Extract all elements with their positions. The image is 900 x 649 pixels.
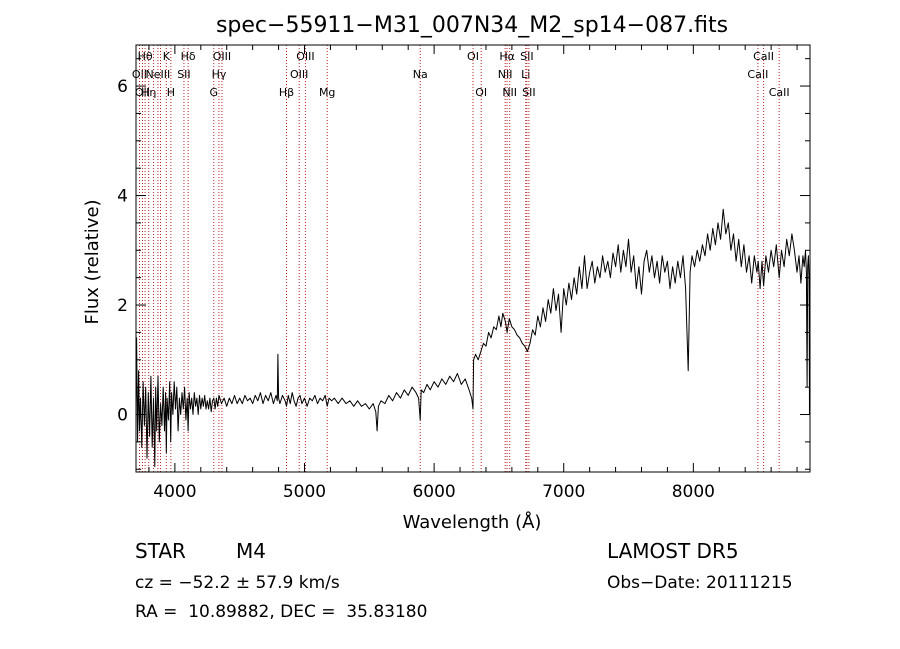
survey-name: LAMOST DR5 bbox=[607, 539, 739, 563]
line-marker-label-1: OII bbox=[135, 86, 150, 99]
line-marker-label-24: Li bbox=[521, 68, 530, 81]
axis-ticks: 4000 5000 6000 7000 8000 0 2 4 6 bbox=[117, 45, 810, 502]
line-marker-label-3: Hη bbox=[141, 86, 156, 99]
y-tick-label-2: 4 bbox=[117, 187, 128, 207]
object-class: STAR bbox=[135, 539, 186, 563]
y-tick-label-3: 6 bbox=[117, 77, 128, 97]
redshift-velocity: cz = −52.2 ± 57.9 km/s bbox=[135, 573, 340, 593]
object-subclass: M4 bbox=[236, 539, 266, 563]
line-marker-label-7: K bbox=[163, 50, 171, 63]
line-marker-label-11: G bbox=[210, 86, 219, 99]
line-marker-label-22: Hα bbox=[499, 50, 515, 63]
line-marker-label-9: SII bbox=[177, 68, 190, 81]
line-marker-label-21: NII bbox=[498, 68, 513, 81]
line-marker-label-16: OIII bbox=[296, 50, 314, 63]
sky-coordinates: RA = 10.89882, DEC = 35.83180 bbox=[135, 602, 428, 622]
spectrum-chart: spec−55911−M31_007N34_M2_sp14−087.fits O… bbox=[82, 13, 811, 533]
x-tick-label-0: 4000 bbox=[153, 482, 196, 502]
line-marker-label-20: OI bbox=[475, 86, 487, 99]
x-axis-label: Wavelength (Å) bbox=[403, 511, 542, 533]
y-tick-label-0: 0 bbox=[117, 406, 128, 426]
line-marker-label-23: NII bbox=[502, 86, 517, 99]
plot-frame bbox=[135, 44, 811, 473]
series-group bbox=[135, 208, 811, 467]
line-marker-label-26: SII bbox=[522, 86, 535, 99]
line-marker-label-12: Hγ bbox=[212, 68, 227, 81]
line-markers: OIIOIIHθHηNeIIIKHSIIHδGHγOIIIHβOIIIOIIIM… bbox=[132, 45, 790, 472]
line-marker-label-29: CaII bbox=[769, 86, 790, 99]
line-marker-label-8: H bbox=[167, 86, 175, 99]
line-marker-label-14: Hβ bbox=[279, 86, 294, 99]
observation-date: Obs−Date: 20111215 bbox=[607, 573, 793, 593]
chart-title: spec−55911−M31_007N34_M2_sp14−087.fits bbox=[216, 13, 728, 38]
x-tick-label-4: 8000 bbox=[672, 482, 715, 502]
line-marker-label-10: Hδ bbox=[181, 50, 196, 63]
y-axis-label: Flux (relative) bbox=[82, 199, 103, 324]
line-marker-label-28: CaII bbox=[753, 50, 774, 63]
line-marker-label-17: Mg bbox=[319, 86, 335, 99]
x-tick-label-2: 6000 bbox=[412, 482, 455, 502]
x-tick-label-1: 5000 bbox=[283, 482, 326, 502]
line-marker-label-15: OIII bbox=[290, 68, 308, 81]
line-marker-label-2: Hθ bbox=[138, 50, 153, 63]
line-marker-label-5: NeIII bbox=[146, 68, 171, 81]
y-tick-label-1: 2 bbox=[117, 296, 128, 316]
x-tick-label-3: 7000 bbox=[542, 482, 585, 502]
spectrum-line-0 bbox=[135, 208, 811, 467]
line-marker-label-18: Na bbox=[413, 68, 428, 81]
line-marker-label-19: OI bbox=[467, 50, 479, 63]
line-marker-label-27: CaII bbox=[747, 68, 768, 81]
line-marker-label-25: SII bbox=[520, 50, 533, 63]
line-marker-label-13: OIII bbox=[213, 50, 231, 63]
